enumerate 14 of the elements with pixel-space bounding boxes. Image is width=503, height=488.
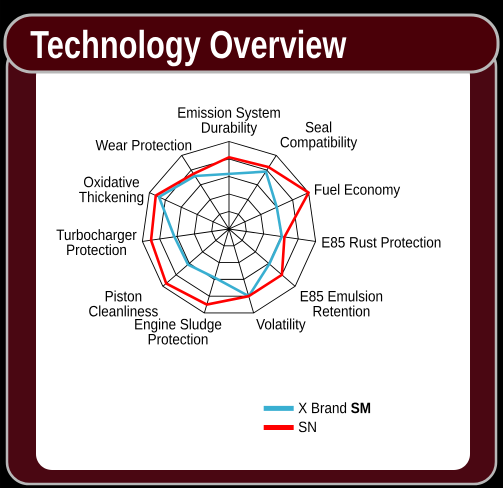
spoke-label: Emission System Durability: [178, 106, 280, 136]
spoke-label: Fuel Economy: [314, 184, 400, 198]
spoke-label: Volatility: [256, 318, 306, 332]
chart-title: Technology Overview: [30, 30, 346, 66]
spoke-label: Engine Sludge Protection: [135, 318, 222, 344]
spoke-label: Oxidative Thickening: [79, 176, 144, 206]
spoke-label: Piston Cleanliness: [89, 290, 158, 316]
spoke-label: Turbocharger Protection: [56, 229, 136, 256]
spoke-label: Wear Protection: [96, 139, 192, 150]
spoke-label: E85 Emulsion Retention: [300, 290, 382, 316]
legend-label: SN: [298, 422, 316, 432]
spoke-label: Seal Compatibility: [280, 121, 358, 150]
legend-label: X Brand SM: [298, 402, 370, 414]
spoke-label: E85 Rust Protection: [322, 236, 440, 248]
